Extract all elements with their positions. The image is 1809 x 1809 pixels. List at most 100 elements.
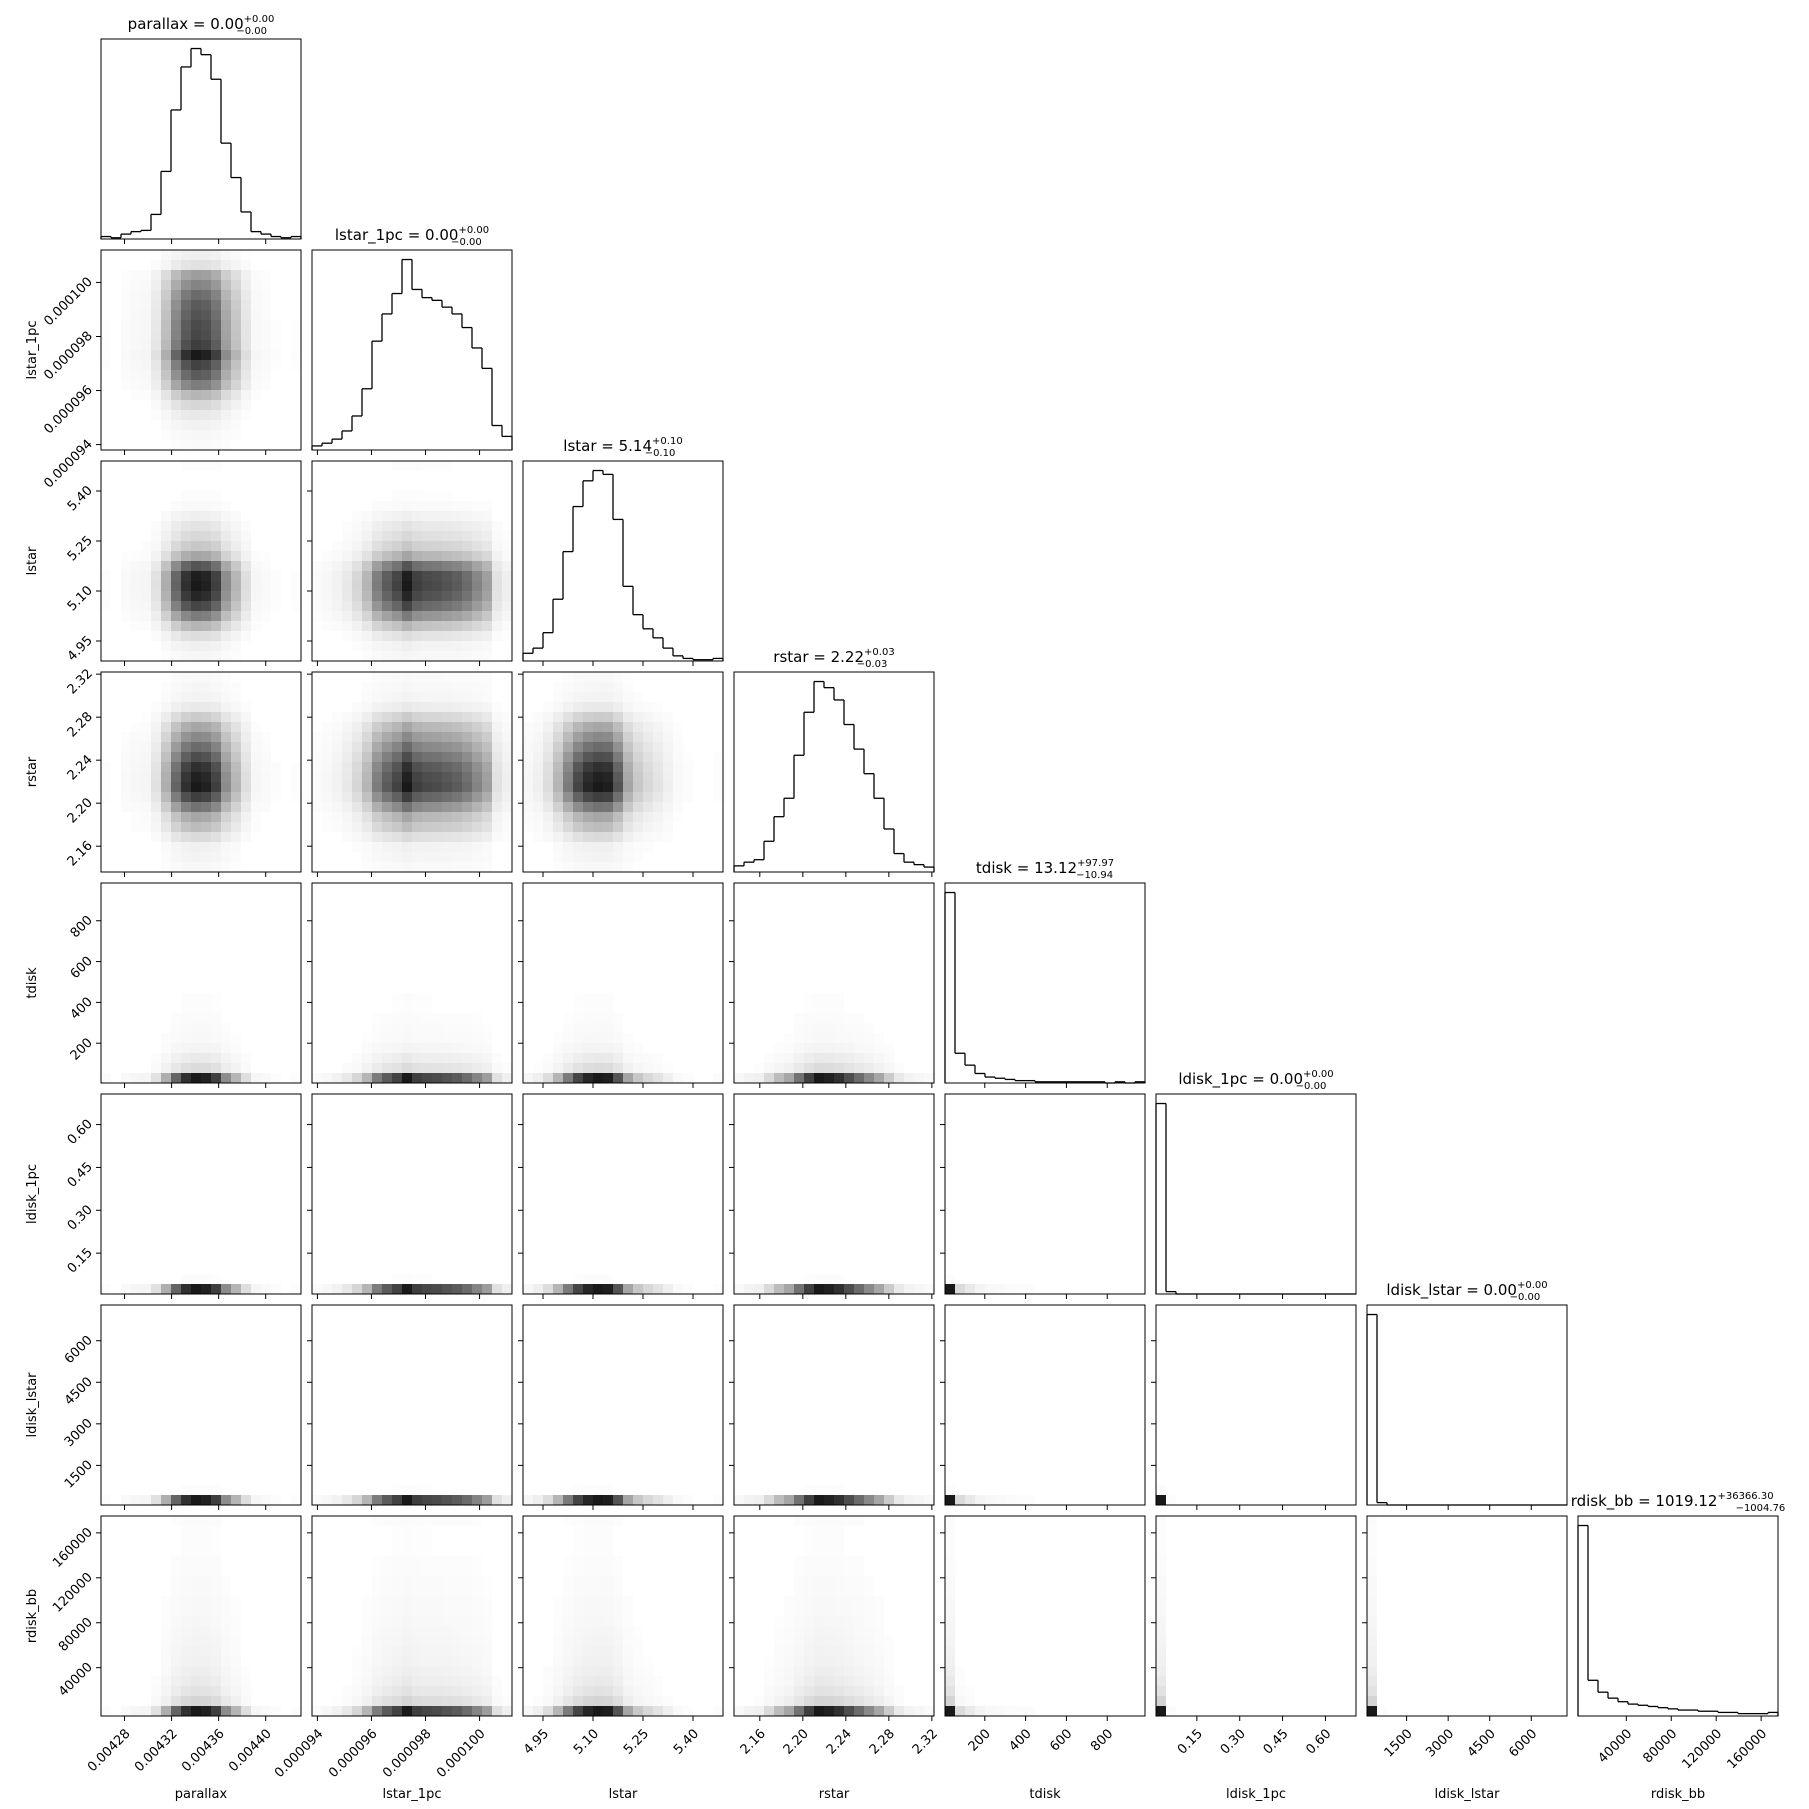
density-cell (432, 1616, 442, 1626)
density-cell (422, 792, 432, 802)
density-cell (462, 782, 472, 792)
density-cell (794, 1676, 804, 1686)
panel-frame (522, 1093, 724, 1295)
density-cell (814, 1646, 824, 1656)
density-cell (432, 1666, 442, 1676)
density-cell (442, 792, 452, 802)
density-cell (583, 682, 593, 692)
density-cell (211, 511, 221, 521)
density-cell (291, 581, 301, 591)
density-cell (372, 782, 382, 792)
density-cell (372, 672, 382, 682)
density-cell (623, 1596, 633, 1606)
density-cell (161, 521, 171, 531)
y-tick-label: 0.000094 (41, 437, 95, 491)
panel-frame (522, 1515, 724, 1717)
density-cell (452, 1616, 462, 1626)
density-cell (603, 1636, 613, 1646)
density-cell (623, 762, 633, 772)
density-cell (382, 591, 392, 601)
density-cell (563, 1586, 573, 1596)
density-cell (553, 1696, 563, 1706)
density-cell (151, 772, 161, 782)
density-cell (432, 782, 442, 792)
density-cell (211, 1043, 221, 1053)
density-cell (492, 832, 502, 842)
density-cell (824, 1606, 834, 1616)
density-cell (573, 852, 583, 862)
density-cell (1156, 1526, 1166, 1536)
density-cell (201, 1033, 211, 1043)
density-cell (201, 440, 211, 450)
density-cell (874, 1043, 884, 1053)
density-cell (201, 822, 211, 832)
density-cell (1367, 1536, 1377, 1546)
density-cell (985, 1495, 995, 1505)
density-cell (593, 1616, 603, 1626)
density-cell (492, 752, 502, 762)
density-cell (1015, 1495, 1025, 1505)
density-cell (161, 350, 171, 360)
density-cell (402, 1516, 412, 1526)
density-cell (191, 692, 201, 702)
density-cell (251, 280, 261, 290)
density-cell (623, 1033, 633, 1043)
density-cell (191, 561, 201, 571)
density-cell (482, 531, 492, 541)
density-cell (553, 682, 563, 692)
density-cell (482, 651, 492, 661)
y-axis-label: ldisk_1pc (25, 1164, 40, 1224)
density-cell (201, 260, 211, 270)
density-cell (713, 762, 723, 772)
density-cell (563, 1646, 573, 1656)
density-cell (824, 1556, 834, 1566)
density-cell (291, 601, 301, 611)
density-cell (452, 1576, 462, 1586)
density-cell (372, 1606, 382, 1616)
density-cell (372, 1596, 382, 1606)
density-cell (553, 1626, 563, 1636)
density-cell (462, 1596, 472, 1606)
density-cell (231, 802, 241, 812)
density-cell (241, 772, 251, 782)
density-cell (603, 1516, 613, 1526)
density-cell (432, 581, 442, 591)
density-cell (764, 1284, 774, 1294)
density-cell (191, 330, 201, 340)
density-cell (734, 1284, 744, 1294)
density-cell (553, 812, 563, 822)
density-cell (804, 1656, 814, 1666)
density-cell (824, 1666, 834, 1676)
density-cell (241, 1686, 251, 1696)
density-cell (181, 360, 191, 370)
density-cell (151, 1706, 161, 1716)
density-cell (422, 712, 432, 722)
density-cell (442, 1656, 452, 1666)
density-cell (593, 842, 603, 852)
density-cell (352, 541, 362, 551)
density-cell (151, 812, 161, 822)
density-cell (613, 792, 623, 802)
x-tick-label: 5.10 (571, 1726, 602, 1757)
density-cell (643, 742, 653, 752)
density-cell (643, 772, 653, 782)
density-cell (412, 521, 422, 531)
density-cell (573, 742, 583, 752)
density-cell (452, 812, 462, 822)
density-cell (472, 1606, 482, 1616)
density-cell (402, 822, 412, 832)
density-cell (553, 762, 563, 772)
density-cell (593, 1485, 603, 1495)
density-cell (191, 430, 201, 440)
density-cell (482, 852, 492, 862)
density-cell (151, 310, 161, 320)
density-cell (573, 832, 583, 842)
density-cell (553, 1656, 563, 1666)
density-cell (834, 1033, 844, 1043)
density-cell (352, 842, 362, 852)
density-cell (854, 1023, 864, 1033)
density-cell (543, 1696, 553, 1706)
density-cell (563, 832, 573, 842)
density-cell (241, 360, 251, 370)
density-cell (201, 310, 211, 320)
